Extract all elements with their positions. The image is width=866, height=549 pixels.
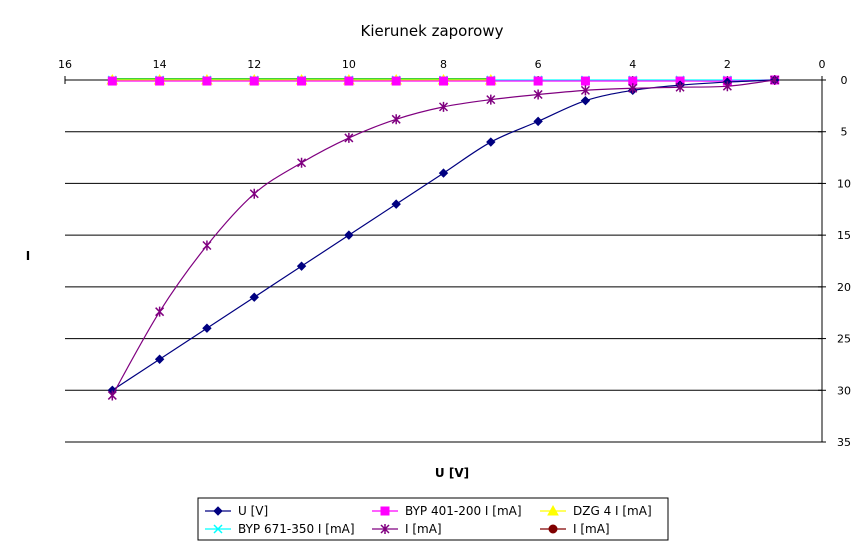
x-axis-label: U [V] — [435, 466, 469, 480]
data-point — [580, 76, 590, 86]
legend-entry: BYP 401-200 I [mA] — [372, 504, 522, 518]
data-point — [391, 76, 401, 86]
data-point — [486, 94, 496, 105]
data-point — [249, 76, 259, 86]
series-line — [111, 79, 775, 396]
x-tick-label: 0 — [819, 58, 826, 71]
data-point — [107, 390, 117, 401]
data-point — [296, 261, 307, 271]
series-layer — [106, 73, 780, 401]
data-point — [155, 76, 165, 86]
data-point — [533, 76, 543, 86]
y-tick-label: 10 — [837, 177, 851, 190]
y-tick-label: 0 — [841, 74, 848, 87]
y-axis-label: I — [26, 249, 30, 263]
data-point — [439, 76, 448, 86]
data-point — [533, 116, 543, 127]
legend-entry: DZG 4 I [mA] — [540, 504, 652, 518]
data-point — [391, 199, 401, 209]
x-tick-label: 16 — [58, 58, 72, 71]
data-point — [297, 157, 307, 168]
data-point — [249, 292, 259, 302]
data-point — [344, 76, 354, 86]
legend-label: BYP 401-200 I [mA] — [405, 504, 522, 518]
y-tick-label: 15 — [837, 229, 851, 242]
legend-marker — [213, 506, 223, 516]
y-tick-label: 20 — [837, 281, 851, 294]
legend-marker — [213, 524, 223, 534]
legend-entry: I [mA] — [540, 522, 610, 536]
data-point — [722, 81, 732, 92]
legend-label: I [mA] — [573, 522, 610, 536]
x-tick-label: 6 — [535, 58, 542, 71]
chart-title: Kierunek zaporowy — [360, 22, 503, 40]
y-tick-label: 25 — [837, 333, 851, 346]
legend-entry: U [V] — [205, 504, 268, 518]
x-tick-label: 8 — [440, 58, 447, 71]
data-point — [486, 76, 496, 86]
y-tick-label: 5 — [841, 126, 848, 139]
data-point — [297, 76, 307, 86]
data-point — [438, 101, 449, 112]
legend-label: I [mA] — [405, 522, 442, 536]
x-tick-label: 12 — [247, 58, 261, 71]
x-tick-labels: 16 14 12 10 8 6 4 2 0 — [58, 58, 826, 71]
y-tick-label: 30 — [837, 384, 851, 397]
y-tick-labels: 0 5 10 15 20 25 30 35 — [837, 74, 851, 449]
data-point — [533, 89, 543, 100]
data-point — [344, 230, 354, 240]
series-3 — [107, 75, 780, 401]
data-point — [580, 95, 591, 106]
y-tick-label: 35 — [837, 436, 851, 449]
legend-label: DZG 4 I [mA] — [573, 504, 652, 518]
axes — [64, 76, 826, 443]
data-point — [154, 354, 165, 364]
legend-entry: BYP 671-350 I [mA] — [205, 522, 355, 536]
data-point — [107, 76, 117, 86]
data-point — [628, 83, 638, 94]
legend: U [V] BYP 401-200 I [mA] DZG 4 I [mA] BYP 6… — [197, 497, 669, 541]
legend-label: BYP 671-350 I [mA] — [238, 522, 355, 536]
data-point — [391, 114, 401, 125]
x-tick-label: 4 — [629, 58, 636, 71]
x-tick-label: 14 — [153, 58, 167, 71]
x-tick-label: 10 — [342, 58, 356, 71]
legend-label: U [V] — [238, 504, 268, 518]
x-tick-label: 2 — [724, 58, 731, 71]
data-point — [202, 323, 212, 333]
data-point — [202, 240, 212, 251]
data-point — [155, 306, 165, 317]
data-point — [486, 137, 496, 147]
data-point — [202, 76, 212, 86]
legend-entry: I [mA] — [372, 522, 442, 536]
data-point — [249, 188, 259, 199]
legend-marker — [547, 504, 559, 516]
legend-box — [197, 497, 669, 541]
data-point — [438, 168, 449, 178]
legend-marker — [380, 524, 390, 534]
data-point — [344, 132, 354, 143]
legend-marker — [380, 506, 390, 516]
legend-marker — [548, 524, 558, 534]
grid — [65, 131, 822, 443]
data-point — [770, 75, 780, 85]
data-point — [580, 85, 590, 96]
data-point — [675, 82, 685, 93]
